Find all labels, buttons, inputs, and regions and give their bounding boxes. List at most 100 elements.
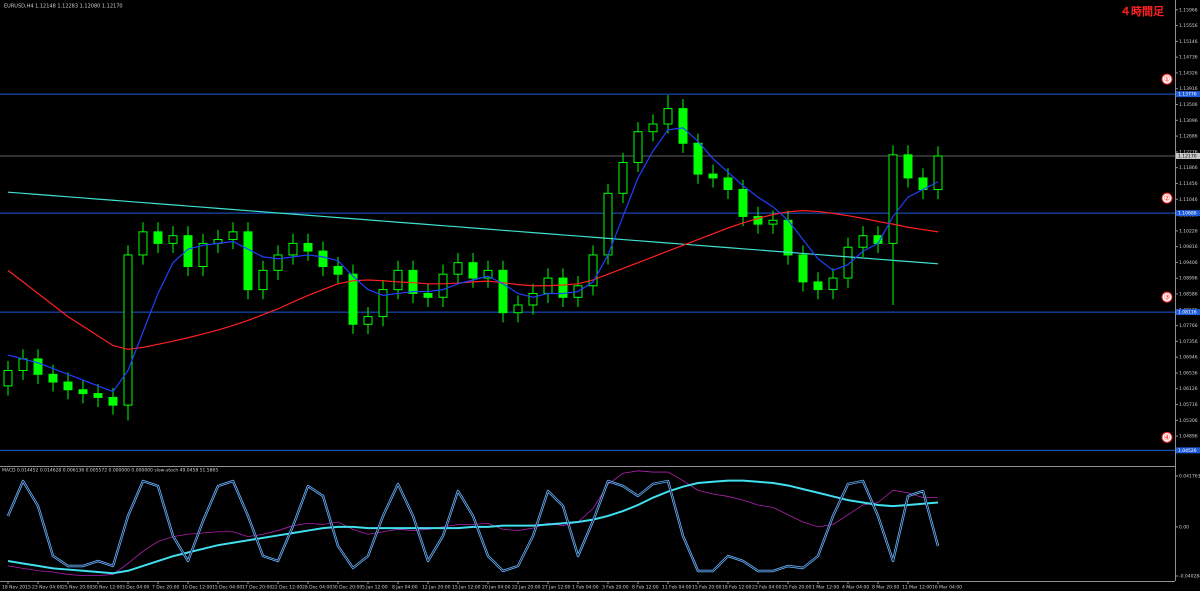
candle-body xyxy=(483,269,493,279)
candle-body xyxy=(708,173,718,179)
x-tick-label: 30 Nov 12:00 xyxy=(92,585,122,591)
candle-body xyxy=(798,254,808,283)
level-price-box xyxy=(1176,447,1200,454)
candle-body xyxy=(378,289,388,318)
candle-body xyxy=(108,396,118,406)
x-tick-label: 28 Dec 04:00 xyxy=(302,585,332,591)
x-tick-label: 15 Dec 04:00 xyxy=(212,585,242,591)
candle-body xyxy=(198,242,208,268)
level-marker-circle xyxy=(1161,431,1173,443)
candle-body xyxy=(3,369,13,387)
y-tick-label: 1.13916 xyxy=(1179,86,1198,92)
x-tick-label: 11 Feb 04:00 xyxy=(662,585,692,591)
y-tick-label: 1.12686 xyxy=(1179,134,1198,140)
y-tick-label: 1.07356 xyxy=(1179,339,1198,345)
candle-body xyxy=(348,273,358,325)
x-tick-label: 16 Mar 04:00 xyxy=(932,585,962,591)
candle-body xyxy=(528,292,538,306)
candle-body xyxy=(723,177,733,190)
candle-body xyxy=(858,235,868,248)
current-price-box xyxy=(1176,152,1200,159)
level-marker: ④ xyxy=(1163,433,1170,442)
x-tick-label: 8 Mar 20:00 xyxy=(872,585,899,591)
y-tick-label: 1.05306 xyxy=(1179,418,1198,424)
y-tick-label: 1.14326 xyxy=(1179,70,1198,76)
level-marker: ② xyxy=(1163,194,1170,203)
moving-average-line xyxy=(7,127,939,393)
y-tick-label: 1.06536 xyxy=(1179,370,1198,376)
candle-body xyxy=(33,358,43,375)
y-tick-label: 1.09406 xyxy=(1179,260,1198,266)
y-tick-label: 1.09816 xyxy=(1179,244,1198,250)
x-tick-label: 22 Dec 12:00 xyxy=(272,585,302,591)
y-tick-label: -0.040284 xyxy=(1179,574,1200,580)
level-price-label: 1.04526 xyxy=(1178,448,1197,454)
candle-body xyxy=(183,235,193,268)
y-tick-label: 1.06946 xyxy=(1179,355,1198,361)
candle-body xyxy=(603,192,613,256)
y-tick-label: 1.10226 xyxy=(1179,228,1198,234)
candle-body xyxy=(273,254,283,271)
y-tick-label: 1.12276 xyxy=(1179,149,1198,155)
y-tick-label: 1.15146 xyxy=(1179,39,1198,45)
y-tick-label: 1.04896 xyxy=(1179,434,1198,440)
oscillator-line-inner xyxy=(7,480,939,572)
candle-body xyxy=(408,269,418,294)
x-tick-label: 11 Mar 12:00 xyxy=(902,585,932,591)
x-tick-label: 30 Dec 20:00 xyxy=(332,585,362,591)
x-tick-label: 23 Feb 04:00 xyxy=(752,585,782,591)
candle-body xyxy=(48,373,58,383)
candle-body xyxy=(453,262,463,275)
candle-body xyxy=(903,154,913,179)
candle-body xyxy=(828,277,838,291)
candle-body xyxy=(753,215,763,225)
candle-body xyxy=(768,219,778,225)
candle-body xyxy=(63,381,73,391)
y-tick-label: 1.15966 xyxy=(1179,7,1198,13)
x-tick-label: 15 Jan 12:00 xyxy=(452,585,481,591)
current-price-label: 1.12170 xyxy=(1178,153,1197,159)
candle-body xyxy=(78,389,88,395)
timeframe-label: ４時間足 xyxy=(1120,4,1165,18)
candle-body xyxy=(18,358,28,371)
candle-body xyxy=(363,316,373,325)
x-tick-label: 1 Mar 12:00 xyxy=(812,585,839,591)
candle-body xyxy=(138,231,148,256)
y-tick-label: 1.11866 xyxy=(1179,165,1198,171)
level-marker-circle xyxy=(1161,73,1173,85)
x-tick-label: 1 Feb 04:00 xyxy=(572,585,599,591)
candle-body xyxy=(843,246,853,279)
level-price-label: 1.10686 xyxy=(1178,211,1197,217)
candle-body xyxy=(663,108,673,125)
candle-body xyxy=(243,231,253,291)
y-tick-label: 1.11456 xyxy=(1179,181,1198,187)
x-tick-label: 10 Dec 12:00 xyxy=(182,585,212,591)
x-tick-label: 12 Jan 20:00 xyxy=(422,585,451,591)
x-tick-label: 17 Dec 20:00 xyxy=(242,585,272,591)
candle-body xyxy=(678,108,688,144)
candle-body xyxy=(648,123,658,133)
y-tick-label: 1.05716 xyxy=(1179,402,1198,408)
x-tick-label: 3 Dec 04:00 xyxy=(122,585,150,591)
x-tick-label: 18 Feb 12:00 xyxy=(722,585,752,591)
candle-body xyxy=(468,262,478,279)
candle-body xyxy=(423,292,433,298)
y-tick-label: 1.13096 xyxy=(1179,118,1198,124)
level-marker-circle xyxy=(1161,192,1173,204)
moving-average-line xyxy=(7,191,939,265)
indicator-line xyxy=(7,470,938,577)
x-tick-label: 7 Dec 20:00 xyxy=(152,585,180,591)
candle-body xyxy=(333,266,343,275)
level-marker: ① xyxy=(1163,75,1170,84)
candles xyxy=(3,95,943,421)
indicator-line xyxy=(7,479,939,575)
level-price-box xyxy=(1176,210,1200,217)
y-tick-label: 1.07766 xyxy=(1179,323,1198,329)
x-tick-label: 27 Jan 12:00 xyxy=(542,585,571,591)
candle-body xyxy=(93,393,103,398)
candle-body xyxy=(258,269,268,291)
candle-body xyxy=(588,254,598,287)
indicator-title: MACD 0.014452 0.014628 0.006136 0.005572… xyxy=(2,468,218,474)
candle-body xyxy=(783,219,793,256)
